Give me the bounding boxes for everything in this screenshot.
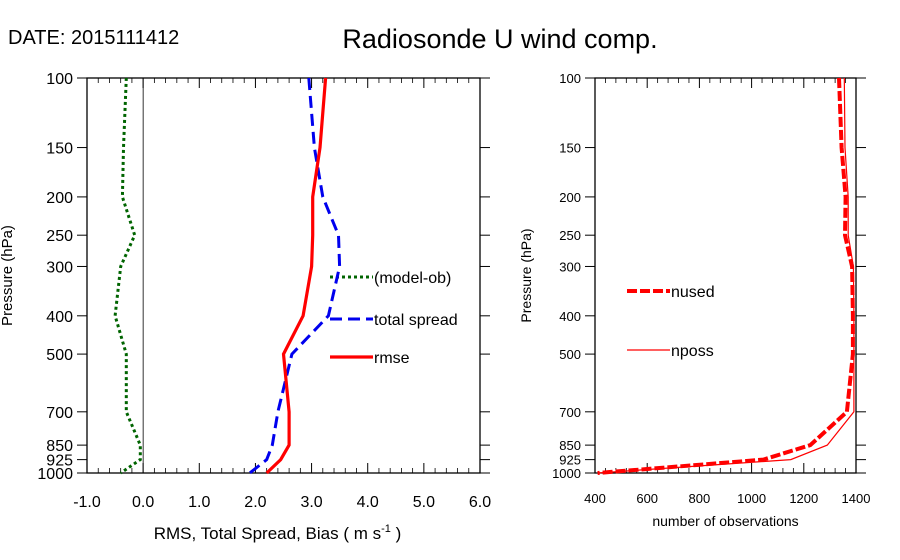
y-tick-label: 700: [46, 405, 73, 422]
legend-label: nused: [671, 284, 715, 301]
observations-panel: 400 600 800 1000 1200 1400 100 150 200 250 300 400 5…: [518, 71, 870, 529]
y-tick-label: 400: [559, 309, 581, 324]
y-tick-label: 300: [559, 259, 581, 274]
y-axis-label: Pressure (hPa): [0, 225, 16, 326]
y-tick-label: 150: [559, 141, 581, 156]
x-tick-label: 4.0: [357, 494, 379, 511]
legend-label: (model-ob): [374, 270, 451, 287]
plot-frame: [594, 77, 857, 474]
x-tick-label: 600: [636, 491, 658, 506]
y-tick-label: 850: [559, 438, 581, 453]
y-tick-label: 850: [46, 438, 73, 455]
x-axis-label: RMS, Total Spread, Bias ( m s-1 ): [154, 523, 402, 543]
x-axis-label-superscript: -1: [381, 523, 391, 535]
y-tick-label: 925: [559, 453, 581, 468]
y-tick-label: 500: [559, 347, 581, 362]
figure-title: Radiosonde U wind comp.: [342, 24, 657, 54]
x-tick-label: 1200: [789, 491, 818, 506]
y-axis-label: Pressure (hPa): [518, 228, 534, 322]
y-tick-label: 250: [559, 228, 581, 243]
legend-label: total spread: [374, 312, 458, 329]
x-tick-label: 400: [584, 491, 606, 506]
y-tick-label: 200: [559, 190, 581, 205]
y-tick-label: 700: [559, 405, 581, 420]
date-label: DATE: 2015111412: [8, 27, 179, 49]
x-tick-label: 6.0: [469, 494, 491, 511]
series-line-nposs: [597, 77, 855, 474]
x-tick-label: 1400: [842, 491, 871, 506]
y-tick-label: 150: [46, 141, 73, 158]
y-tick-label: 1000: [552, 466, 581, 481]
y-tick-label: 1000: [37, 466, 73, 483]
x-tick-label: 5.0: [413, 494, 435, 511]
legend-label: rmse: [374, 350, 410, 367]
y-tick-label: 925: [46, 453, 73, 470]
x-tick-label: 2.0: [244, 494, 266, 511]
x-tick-label: 1.0: [188, 494, 210, 511]
y-tick-label: 250: [46, 228, 73, 245]
series-line-model-ob: [113, 77, 142, 475]
y-tick-label: 200: [46, 190, 73, 207]
legend-label: nposs: [671, 343, 714, 360]
x-tick-label: 0.0: [132, 494, 154, 511]
y-tick-label: 300: [46, 259, 73, 276]
rms-spread-bias-panel: -1.0 0.0 1.0 2.0 3.0 4.0 5.0 6.0 100 150 200 250 300…: [0, 71, 491, 543]
x-tick-label: 3.0: [300, 494, 322, 511]
y-tick-label: 500: [46, 347, 73, 364]
y-tick-label: 400: [46, 309, 73, 326]
x-tick-label: -1.0: [73, 494, 101, 511]
y-tick-label: 100: [559, 71, 581, 86]
x-tick-label: 1000: [737, 491, 766, 506]
series-line-rmse: [265, 77, 328, 475]
x-axis-label-main: RMS, Total Spread, Bias ( m s: [154, 524, 381, 543]
x-axis-label: number of observations: [652, 513, 798, 529]
y-tick-label: 100: [46, 71, 73, 88]
x-axis-label-tail: ): [391, 524, 401, 543]
plot-frame: [86, 77, 481, 474]
series-line-total-spread: [248, 77, 342, 475]
series-line-nused: [597, 77, 855, 475]
x-tick-label: 800: [689, 491, 711, 506]
